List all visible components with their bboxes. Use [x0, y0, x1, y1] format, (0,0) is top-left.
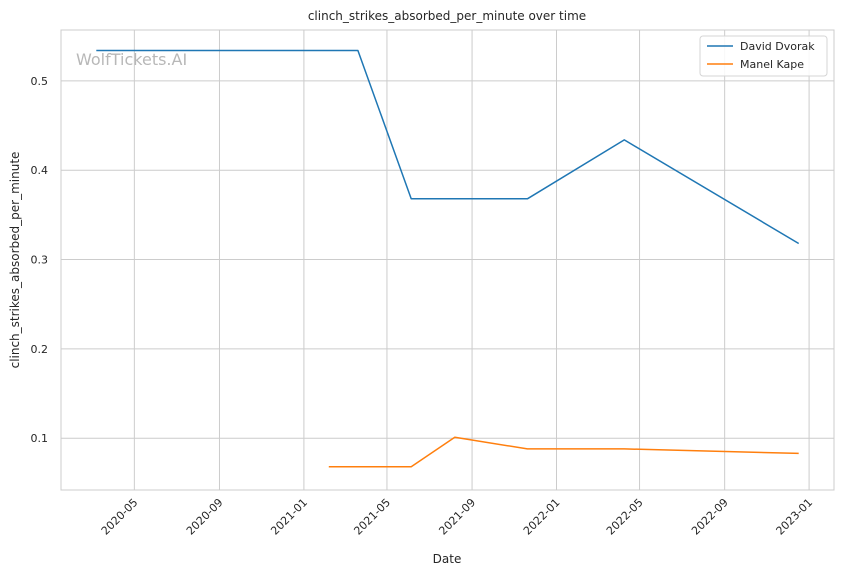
- legend-label-manel-kape: Manel Kape: [740, 58, 804, 71]
- x-axis-label: Date: [433, 552, 462, 566]
- y-axis-ticks: 0.1 0.2 0.3 0.4 0.5: [31, 75, 49, 445]
- y-tick-label: 0.3: [31, 254, 49, 267]
- chart-title: clinch_strikes_absorbed_per_minute over …: [308, 9, 586, 23]
- y-axis-label: clinch_strikes_absorbed_per_minute: [8, 152, 22, 369]
- y-tick-label: 0.4: [31, 164, 49, 177]
- plot-area-frame: [60, 29, 835, 491]
- watermark: WolfTickets.AI: [76, 50, 187, 69]
- series-line-manel-kape: [328, 436, 799, 468]
- y-tick-label: 0.2: [31, 343, 49, 356]
- series-layer: [96, 49, 800, 468]
- series-line-david-dvorak: [96, 49, 800, 245]
- y-tick-label: 0.1: [31, 432, 49, 445]
- y-tick-label: 0.5: [31, 75, 49, 88]
- legend: David Dvorak Manel Kape: [699, 35, 828, 77]
- grid-lines: [61, 30, 834, 490]
- legend-label-david-dvorak: David Dvorak: [740, 40, 815, 53]
